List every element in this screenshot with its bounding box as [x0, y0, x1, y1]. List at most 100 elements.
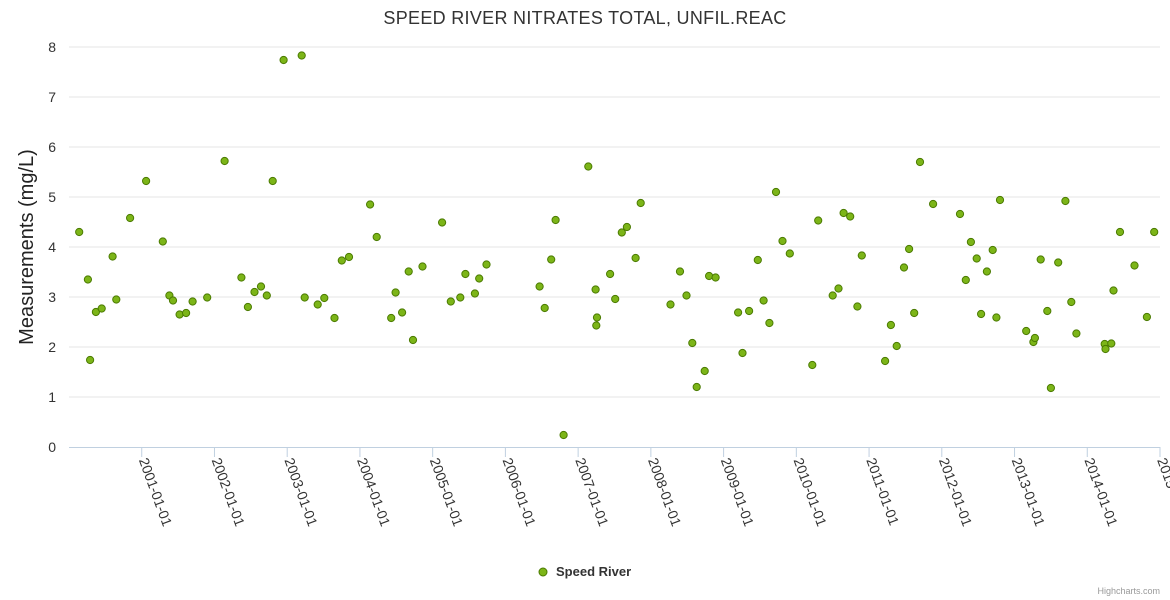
data-point[interactable] — [372, 232, 381, 242]
data-point[interactable] — [391, 288, 400, 297]
data-point[interactable] — [881, 356, 890, 366]
data-point[interactable] — [834, 284, 843, 293]
data-point[interactable] — [972, 254, 981, 263]
data-point[interactable] — [237, 273, 246, 282]
data-point[interactable] — [559, 430, 568, 440]
data-point[interactable] — [182, 308, 191, 318]
data-point[interactable] — [456, 293, 465, 302]
data-point[interactable] — [636, 198, 645, 208]
data-point[interactable] — [1130, 261, 1139, 270]
data-point[interactable] — [982, 267, 992, 276]
data-point[interactable] — [344, 252, 354, 262]
data-point[interactable] — [126, 213, 135, 223]
data-point[interactable] — [108, 252, 117, 261]
data-point[interactable] — [91, 307, 101, 317]
data-point[interactable] — [337, 256, 346, 265]
data-point[interactable] — [988, 245, 997, 255]
data-point[interactable] — [1142, 312, 1152, 322]
data-point[interactable] — [1109, 286, 1118, 295]
data-point[interactable] — [611, 294, 620, 304]
data-point[interactable] — [279, 55, 288, 65]
data-point[interactable] — [551, 215, 560, 225]
data-point[interactable] — [711, 273, 720, 282]
data-point[interactable] — [320, 293, 329, 303]
data-point[interactable] — [886, 320, 896, 330]
data-point[interactable] — [1150, 227, 1159, 237]
data-point[interactable] — [1072, 329, 1081, 338]
data-point[interactable] — [112, 295, 121, 304]
data-point[interactable] — [892, 341, 901, 351]
data-point[interactable] — [853, 302, 862, 311]
data-point[interactable] — [1107, 339, 1116, 348]
legend-item-speed-river[interactable]: Speed River — [538, 564, 631, 579]
data-point[interactable] — [398, 308, 407, 317]
data-point[interactable] — [1115, 227, 1125, 237]
data-point[interactable] — [387, 313, 396, 323]
data-point[interactable] — [535, 282, 544, 291]
data-point[interactable] — [592, 321, 601, 330]
data-point[interactable] — [808, 360, 817, 370]
data-point[interactable] — [547, 255, 556, 264]
data-point[interactable] — [1030, 333, 1040, 343]
data-point[interactable] — [168, 296, 178, 305]
data-point[interactable] — [1036, 255, 1045, 264]
data-point[interactable] — [175, 310, 184, 319]
data-point[interactable] — [268, 176, 277, 186]
data-point[interactable] — [142, 176, 151, 186]
data-point[interactable] — [540, 303, 549, 313]
data-point[interactable] — [666, 300, 675, 309]
data-point[interactable] — [262, 291, 271, 300]
data-point[interactable] — [606, 269, 615, 279]
data-point[interactable] — [297, 51, 306, 60]
data-point[interactable] — [330, 313, 339, 323]
data-point[interactable] — [929, 199, 938, 209]
data-point[interactable] — [243, 302, 252, 312]
data-point[interactable] — [738, 348, 747, 358]
data-point[interactable] — [418, 262, 427, 271]
data-point[interactable] — [753, 255, 762, 265]
data-point[interactable] — [622, 222, 632, 232]
data-point[interactable] — [785, 249, 794, 258]
data-point[interactable] — [915, 157, 925, 167]
data-point[interactable] — [470, 289, 479, 298]
data-point[interactable] — [97, 304, 106, 313]
data-point[interactable] — [992, 313, 1001, 322]
data-point[interactable] — [188, 297, 197, 306]
data-point[interactable] — [408, 335, 418, 345]
data-point[interactable] — [1043, 306, 1052, 316]
data-point[interactable] — [482, 260, 491, 269]
data-point[interactable] — [899, 263, 909, 272]
data-point[interactable] — [1022, 326, 1031, 336]
data-point[interactable] — [814, 216, 823, 225]
data-point[interactable] — [977, 309, 986, 319]
data-point[interactable] — [966, 237, 976, 247]
data-point[interactable] — [675, 267, 685, 276]
data-point[interactable] — [256, 282, 266, 291]
data-point[interactable] — [688, 338, 697, 348]
data-point[interactable] — [839, 208, 848, 218]
data-point[interactable] — [592, 313, 602, 322]
data-point[interactable] — [682, 291, 691, 300]
data-point[interactable] — [404, 267, 413, 276]
data-point[interactable] — [203, 293, 212, 302]
highcharts-credit[interactable]: Highcharts.com — [1097, 586, 1160, 596]
data-point[interactable] — [734, 308, 743, 317]
data-point[interactable] — [745, 306, 754, 316]
data-point[interactable] — [961, 275, 970, 285]
data-point[interactable] — [955, 209, 965, 219]
data-point[interactable] — [692, 382, 701, 392]
data-point[interactable] — [828, 291, 837, 300]
data-point[interactable] — [995, 195, 1005, 205]
data-point[interactable] — [158, 237, 167, 246]
data-point[interactable] — [905, 244, 914, 254]
data-point[interactable] — [475, 274, 484, 283]
data-point[interactable] — [83, 275, 93, 284]
data-point[interactable] — [300, 293, 309, 302]
data-point[interactable] — [765, 318, 774, 328]
data-point[interactable] — [1101, 344, 1110, 354]
data-point[interactable] — [617, 228, 626, 237]
data-point[interactable] — [700, 366, 709, 376]
data-point[interactable] — [438, 218, 447, 227]
data-point[interactable] — [771, 187, 781, 197]
data-point[interactable] — [75, 227, 84, 237]
